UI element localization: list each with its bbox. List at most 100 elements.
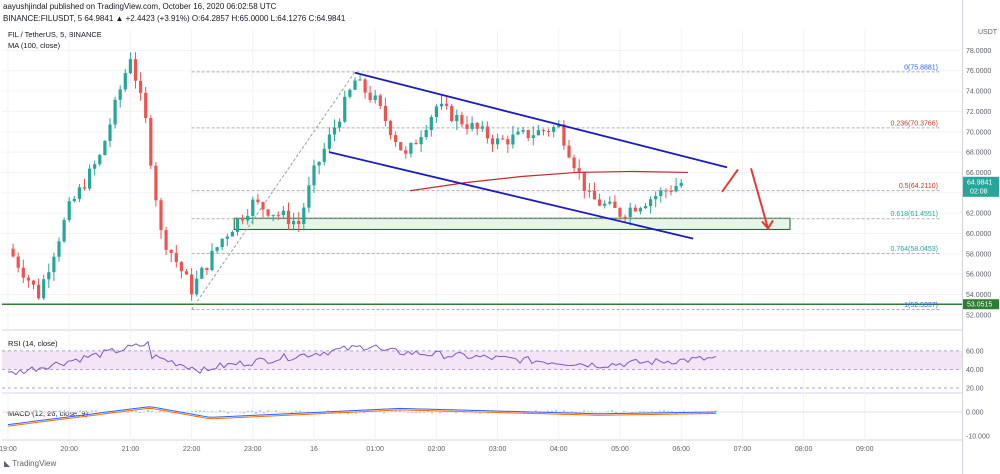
candle-body bbox=[67, 201, 71, 221]
candle-body bbox=[654, 196, 658, 200]
candle-body bbox=[496, 138, 500, 145]
candle-body bbox=[225, 236, 229, 239]
candle-body bbox=[62, 220, 66, 242]
candle-body bbox=[322, 148, 326, 162]
candle-body bbox=[220, 238, 224, 248]
candle-body bbox=[205, 267, 209, 270]
candle-body bbox=[649, 199, 653, 207]
rsi-level-label: 20.00 bbox=[966, 386, 984, 393]
candle-body bbox=[215, 247, 219, 251]
candle-body bbox=[286, 210, 291, 225]
candle-body bbox=[88, 168, 92, 189]
fib-label: 0(75.8881) bbox=[904, 64, 938, 71]
candle-body bbox=[562, 124, 566, 146]
candle-body bbox=[332, 127, 337, 135]
candle-body bbox=[608, 201, 612, 204]
candle-body bbox=[475, 122, 479, 129]
y-tick-label: 62.0000 bbox=[966, 211, 991, 218]
tradingview-logo-icon: ◣ bbox=[4, 459, 11, 468]
candle-body bbox=[409, 143, 413, 154]
candle-body bbox=[547, 131, 551, 133]
candle-body bbox=[582, 171, 586, 191]
candle-body bbox=[179, 262, 183, 272]
candle-body bbox=[455, 114, 459, 122]
candle-body bbox=[210, 250, 214, 270]
y-tick-label: 58.0000 bbox=[966, 251, 991, 258]
candle-body bbox=[174, 253, 178, 263]
candle-body bbox=[465, 124, 469, 129]
candle-body bbox=[154, 165, 158, 201]
candle-body bbox=[552, 126, 556, 132]
down-arrow bbox=[750, 168, 769, 229]
candle-body bbox=[98, 155, 102, 165]
footer-brand-label: TradingView bbox=[12, 459, 57, 468]
candle-body bbox=[276, 214, 280, 216]
candle-body bbox=[526, 130, 530, 138]
rsi-line bbox=[7, 340, 717, 376]
candle-body bbox=[674, 185, 678, 192]
rsi-legend: RSI (14, close) bbox=[8, 339, 58, 348]
candle-body bbox=[302, 207, 306, 224]
candle-body bbox=[57, 241, 61, 257]
candle-body bbox=[184, 271, 189, 275]
candle-body bbox=[338, 121, 342, 128]
candle-body bbox=[587, 190, 591, 192]
candle-body bbox=[118, 89, 122, 100]
candle-body bbox=[383, 105, 387, 122]
candle-body bbox=[42, 279, 46, 299]
candle-body bbox=[613, 201, 617, 209]
candle-body bbox=[149, 118, 153, 166]
candle-body bbox=[190, 274, 194, 295]
candle-body bbox=[246, 215, 250, 221]
x-tick-label: 02:00 bbox=[428, 446, 446, 453]
candle-body bbox=[317, 161, 321, 166]
macd-pane: 0.000 -10.000 bbox=[2, 406, 990, 441]
candle-body bbox=[470, 122, 474, 129]
candle-body bbox=[450, 105, 454, 122]
rsi-pane: 60.00 40.00 20.00 bbox=[2, 340, 984, 393]
chart-grid bbox=[2, 30, 962, 441]
candle-body bbox=[404, 150, 408, 154]
moving-average bbox=[409, 170, 689, 192]
candle-body bbox=[439, 103, 444, 107]
chart-header: aayushjindal published on TradingView.co… bbox=[0, 0, 1000, 32]
x-tick-label: 03:00 bbox=[489, 446, 507, 453]
candle-body bbox=[26, 277, 30, 281]
candle-body bbox=[31, 280, 36, 285]
candle-body bbox=[251, 199, 255, 216]
candle-body bbox=[358, 79, 362, 81]
down-arrow-head bbox=[761, 219, 774, 231]
symbol-ohlc-line: BINANCE:FILUSDT, 5 64.9841 ▲ +2.4423 (+3… bbox=[3, 14, 346, 23]
candle-body bbox=[195, 278, 199, 295]
candle-body bbox=[159, 200, 163, 231]
candle-body bbox=[133, 59, 138, 81]
y-tick-label: 78.0000 bbox=[966, 48, 991, 55]
candle-body bbox=[72, 198, 76, 202]
ma-line bbox=[409, 170, 689, 192]
price-axis[interactable] bbox=[962, 0, 1000, 474]
publisher-line: aayushjindal published on TradingView.co… bbox=[3, 2, 277, 11]
bar-countdown: 02:08 bbox=[970, 188, 988, 195]
candle-body bbox=[577, 168, 581, 172]
macd-level-label: -10.000 bbox=[966, 434, 990, 441]
candle-body bbox=[123, 73, 127, 90]
rsi-level-label: 60.00 bbox=[966, 348, 984, 355]
candle-body bbox=[378, 95, 382, 106]
candle-body bbox=[261, 202, 265, 210]
y-tick-label: 70.0000 bbox=[966, 129, 991, 136]
pane-title: FIL / TetherUS, 5, BINANCE bbox=[8, 30, 102, 39]
candle-body bbox=[348, 89, 352, 97]
x-tick-label: 16 bbox=[310, 446, 318, 453]
y-tick-label: 54.0000 bbox=[966, 292, 991, 299]
candle-body bbox=[128, 59, 132, 74]
candle-body bbox=[414, 143, 418, 145]
x-tick-label: 09:00 bbox=[856, 446, 874, 453]
candle-body bbox=[567, 145, 571, 158]
candle-body bbox=[557, 124, 561, 127]
candle-body bbox=[169, 249, 173, 254]
last-price-tag bbox=[963, 176, 999, 197]
last-price-value: 64.9841 bbox=[967, 179, 992, 186]
candle-body bbox=[592, 190, 597, 200]
candle-body bbox=[281, 210, 285, 216]
